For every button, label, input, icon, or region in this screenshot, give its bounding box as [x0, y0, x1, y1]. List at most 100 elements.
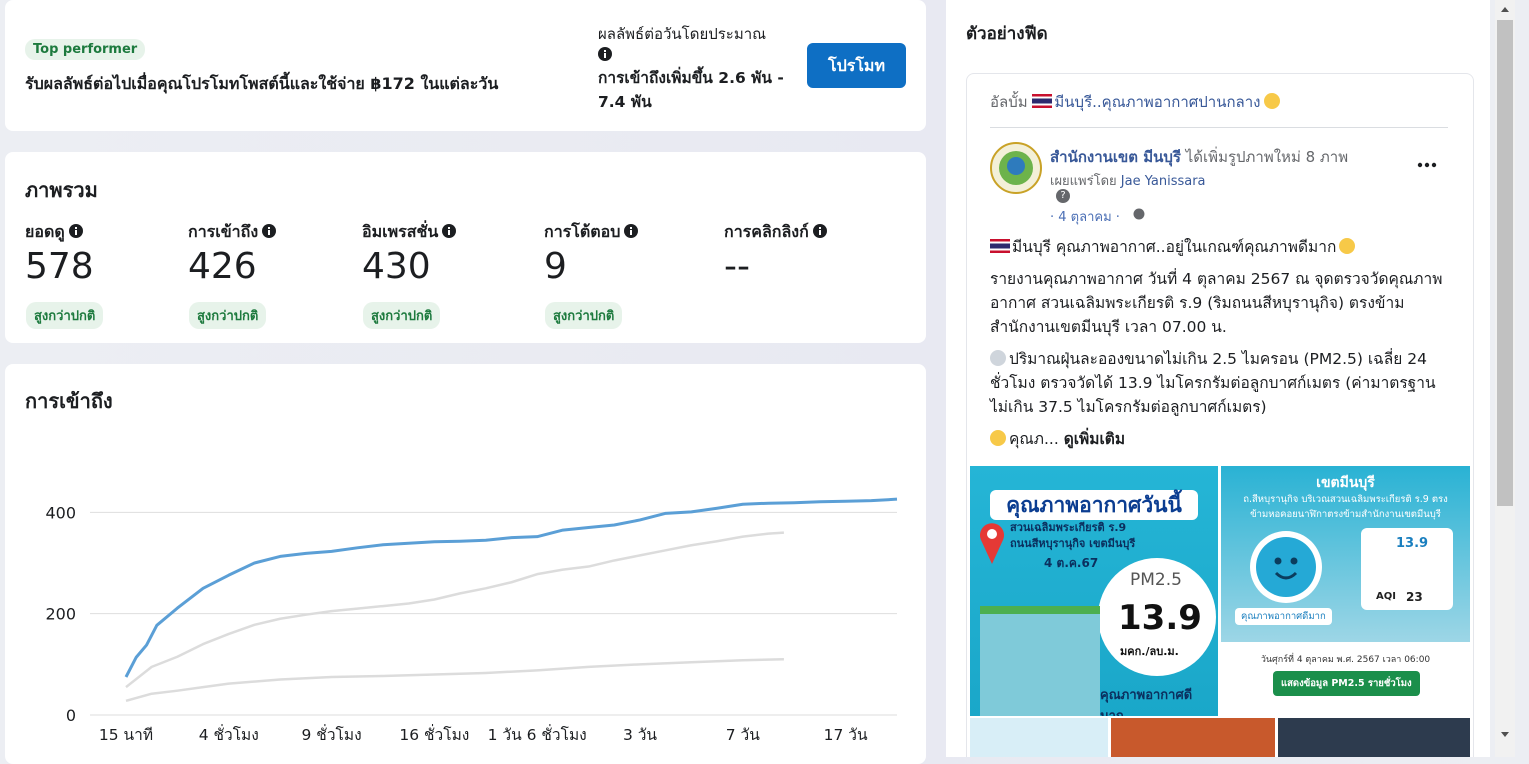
metric-note: สูงกว่าปกติ: [189, 302, 267, 329]
image-quality: คุณภาพอากาศดีมาก: [1100, 688, 1193, 716]
metric-value: 430: [362, 246, 431, 287]
post-image[interactable]: คุณภาพอากาศวันนี้ สวนเฉลิมพระเกียรติ ร.9…: [970, 466, 1218, 716]
x-tick-label: 15 นาที: [99, 726, 153, 744]
metric-label: การโต้ตอบ: [544, 220, 639, 245]
image-heading: เขตมีนบุรี: [1316, 475, 1375, 491]
x-tick-label: 3 วัน: [623, 726, 657, 744]
y-tick-label: 0: [66, 706, 76, 725]
chart: 0 200 400 15 นาที 4 ชั่วโมง 9 ชั่วโมง 16 ชั่วโ…: [45, 497, 898, 744]
post-paragraph: รายงานคุณภาพอากาศ วันที่ 4 ตุลาคม 2567 ณ…: [990, 267, 1450, 339]
series-line: [124, 497, 898, 678]
globe-icon: [1133, 208, 1145, 220]
album-label: อัลบั้ม: [990, 93, 1028, 111]
paragraph-text: ปริมาณฝุ่นละอองขนาดไม่เกิน 2.5 ไมครอน (P…: [990, 350, 1436, 416]
x-tick-label: 17 วัน: [824, 726, 868, 744]
image-date: 4 ต.ค.67: [1044, 556, 1099, 570]
page-name[interactable]: สำนักงานเขต มีนบุรี: [1050, 148, 1181, 166]
badge: Top performer: [25, 39, 146, 60]
promote-button[interactable]: โปรโมท: [807, 43, 906, 88]
post-image[interactable]: เขตมีนบุรี ถ.สีหบุรานุกิจ บริเวณสวนเฉลิม…: [1221, 466, 1470, 716]
see-more[interactable]: ดูเพิ่มเติม: [1063, 430, 1126, 448]
page-avatar[interactable]: [990, 142, 1042, 194]
metric-value: --: [724, 246, 750, 287]
info-icon[interactable]: [442, 224, 457, 238]
paragraph-text: มีนบุรี คุณภาพอากาศ..อยู่ในเกณฑ์คุณภาพดี…: [1012, 238, 1337, 256]
image-pollutant: PM2.5: [1130, 570, 1182, 590]
building-illustration: [980, 606, 1100, 716]
post-paragraph: ปริมาณฝุ่นละอองขนาดไม่เกิน 2.5 ไมครอน (P…: [990, 347, 1450, 419]
metric-value: 426: [188, 246, 257, 287]
image-unit: มคก./ลบ.ม.: [1120, 645, 1179, 658]
image-place: สวนเฉลิมพระเกียรติ ร.9: [1010, 521, 1127, 534]
album-name[interactable]: มีนบุรี..คุณภาพอากาศปานกลาง: [1054, 93, 1261, 111]
thumbnail[interactable]: [1278, 718, 1470, 757]
metric-label-text: อิมเพรสชั่น: [362, 222, 439, 241]
x-tick-label: 4 ชั่วโมง: [199, 724, 259, 744]
chart-card: การเข้าถึง 0 200 400 15 นาที 4 ชั่วโมง 9 ชั่ว…: [5, 364, 926, 764]
post-date[interactable]: · 4 ตุลาคม ·: [1050, 210, 1120, 225]
separator: [990, 127, 1448, 128]
image-heading: คุณภาพอากาศวันนี้: [990, 490, 1198, 520]
series-line: [125, 658, 784, 703]
image-quality: คุณภาพอากาศดีมาก: [1235, 608, 1332, 625]
image-reading: 13.9: [1118, 598, 1202, 638]
thumbnail[interactable]: [970, 718, 1108, 757]
x-tick-label: 9 ชั่วโมง: [302, 724, 362, 744]
post-card: [966, 73, 1474, 757]
metric-label: อิมเพรสชั่น: [362, 220, 457, 245]
info-icon[interactable]: [68, 224, 83, 238]
image-timestamp: วันศุกร์ที่ 4 ตุลาคม พ.ศ. 2567 เวลา 06:0…: [1260, 655, 1431, 665]
y-tick-label: 200: [45, 605, 76, 624]
estimate-label: ผลลัพธ์ต่อวันโดยประมาณ: [598, 25, 767, 43]
chart-title: การเข้าถึง: [25, 389, 113, 413]
preview-title: ตัวอย่างฟีด: [966, 24, 1048, 44]
scrollbar[interactable]: [1495, 0, 1515, 757]
post-paragraph: มีนบุรี คุณภาพอากาศ..อยู่ในเกณฑ์คุณภาพดี…: [990, 235, 1450, 259]
metric-label: การคลิกลิงก์: [724, 220, 827, 245]
info-icon[interactable]: [262, 224, 277, 238]
image-reading: 13.9: [1396, 536, 1429, 551]
info-icon: [598, 47, 612, 61]
x-tick-label: 16 ชั่วโมง: [399, 724, 469, 744]
pin-icon: [980, 523, 1004, 564]
truncated-text: คุณภ...: [1009, 430, 1059, 448]
metric-label: การเข้าถึง: [188, 220, 277, 245]
reading-box: [1361, 528, 1453, 610]
metric-label-text: การเข้าถึง: [188, 222, 259, 241]
estimate: การเข้าถึงเพิ่มขึ้น 2.6 พัน - 7.4 พัน: [598, 69, 784, 111]
reading-circle: [1098, 558, 1216, 676]
overview-card: ภาพรวม ยอดดู 578 สูงกว่าปกติ การเข้าถึง 426 ส…: [5, 152, 926, 343]
metric-value: 9: [544, 246, 567, 287]
face-icon: [1250, 531, 1322, 603]
info-icon[interactable]: [812, 224, 827, 238]
emoji: [1263, 93, 1280, 109]
metric-note: สูงกว่าปกติ: [363, 302, 441, 329]
published-by: เผยแพร่โดย: [1050, 174, 1117, 189]
metric-label: ยอดดู: [25, 220, 83, 245]
scrollbar-thumb[interactable]: [1497, 20, 1513, 506]
x-tick-label: 1 วัน 6 ชั่วโมง: [488, 724, 587, 744]
metric-label-text: การโต้ตอบ: [544, 222, 621, 241]
aqi-label: AQI: [1376, 591, 1396, 602]
post-action: ได้เพิ่มรูปภาพใหม่ 8 ภาพ: [1185, 148, 1349, 166]
feed-preview-panel: ตัวอย่างฟีด อัลบั้ม มีนบุรี..คุณภาพอากาศ…: [946, 0, 1490, 757]
thumbnail[interactable]: [1111, 718, 1275, 757]
post-paragraph: คุณภ... ดูเพิ่มเติม: [990, 427, 1450, 451]
image-location: ถ.สีหบุรานุกิจ บริเวณสวนเฉลิมพระเกียรติ …: [1243, 494, 1448, 520]
image-road: ถนนสีหบุรานุกิจ เขตมีนบุรี: [1010, 537, 1136, 550]
more-menu[interactable]: [1416, 160, 1440, 170]
y-tick-label: 400: [45, 503, 76, 522]
paragraph-text: รายงานคุณภาพอากาศ วันที่ 4 ตุลาคม 2567 ณ…: [990, 270, 1443, 336]
overview-title: ภาพรวม: [25, 178, 98, 202]
scroll-down[interactable]: [1500, 731, 1510, 739]
help-icon[interactable]: ?: [1056, 189, 1070, 203]
promo-text: รับผลลัพธ์ต่อไปเมื่อคุณโปรโมทโพสต์นี้และ…: [25, 74, 499, 93]
scroll-up[interactable]: [1500, 5, 1510, 13]
publisher[interactable]: Jae Yanissara: [1120, 174, 1206, 189]
x-tick-label: 7 วัน: [726, 726, 760, 744]
post-header: สำนักงานเขต มีนบุรี ได้เพิ่มรูปภาพใหม่ 8…: [1050, 145, 1348, 169]
flag-icon: [1032, 94, 1053, 108]
metric-label-text: การคลิกลิงก์: [724, 222, 809, 241]
info-icon[interactable]: [624, 224, 639, 238]
